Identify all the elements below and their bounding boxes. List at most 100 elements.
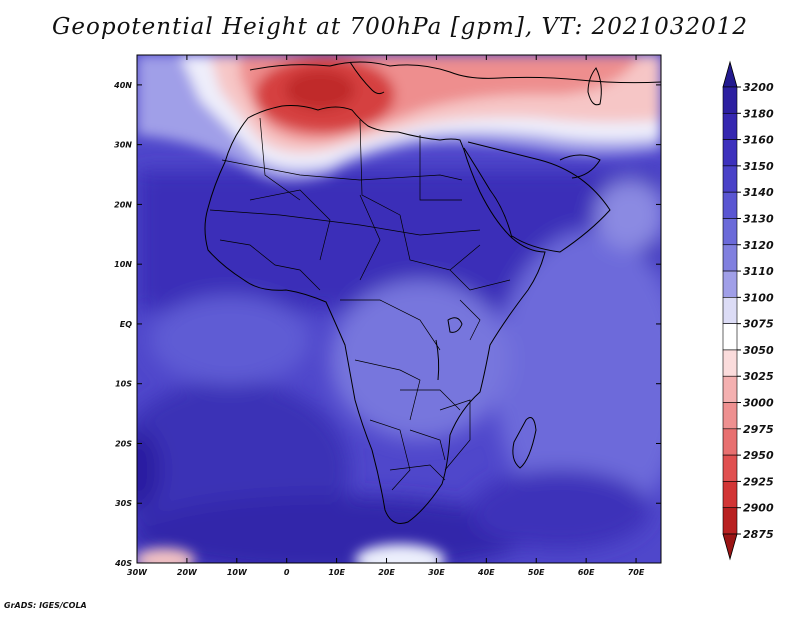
colorbar-cell (722, 507, 738, 535)
colorbar-label: 3000 (743, 397, 774, 410)
field-indian-ocean (495, 230, 661, 530)
colorbar-cell (722, 349, 738, 377)
colorbar-label: 3180 (743, 107, 774, 120)
border-libya (359, 119, 401, 216)
border-mozambique (439, 399, 471, 471)
colorbar-cell (722, 323, 738, 351)
colorbar-cell (722, 139, 738, 167)
map-title: Geopotential Height at 700hPa [gpm], VT:… (52, 14, 748, 40)
lat-tick-label: 10S (115, 380, 132, 389)
arabia-coast (467, 141, 611, 253)
plot-frame (136, 54, 662, 564)
europe-coast (249, 61, 661, 84)
colorbar-cell (722, 191, 738, 219)
colorbar-cell (722, 244, 738, 272)
border-sahara (221, 159, 463, 181)
field-low-center (285, 70, 355, 110)
lat-tick-label: 10N (114, 260, 132, 269)
colorbar-label: 2950 (743, 449, 774, 462)
colorbar-label: 3160 (743, 134, 774, 147)
lon-tick-label: 20W (177, 568, 198, 577)
border-namibia (369, 419, 411, 491)
lake-tanganyika (435, 339, 440, 381)
colorbar-cell (722, 270, 738, 298)
lon-tick-label: 30W (127, 568, 148, 577)
lat-tick-label: 30N (114, 141, 132, 150)
axis-ticks: 30W 20W 10W 0 10E 20E 30E 40E 50E 60E 70E 40S 30S 20S… (113, 55, 661, 577)
colorbar-label: 3150 (743, 160, 774, 173)
italy (349, 61, 385, 95)
colorbar-label: 3075 (743, 318, 774, 331)
border-west-africa (219, 239, 321, 291)
colorbar-label: 2925 (743, 475, 774, 488)
lake-victoria (447, 317, 463, 333)
colorbar-label: 3130 (743, 212, 774, 225)
colorbar-cell (722, 375, 738, 403)
colorbar-cell (722, 86, 738, 114)
colorbar-cell (722, 165, 738, 193)
border-southafrica (389, 464, 446, 481)
lon-tick-label: 10E (328, 568, 345, 577)
field-west-atlantic-trop (150, 295, 310, 385)
lat-tick-label: 40S (114, 559, 132, 568)
field-arabia-light (595, 180, 661, 250)
field-south-atlantic-high (470, 470, 650, 550)
border-sahel (209, 209, 481, 236)
colorbar-cell (722, 402, 738, 430)
lon-tick-label: 0 (284, 568, 290, 577)
lon-tick-label: 70E (628, 568, 645, 577)
border-botswana (409, 429, 446, 461)
lat-tick-label: EQ (120, 320, 132, 329)
height-field (137, 55, 661, 563)
border-zambia (400, 389, 461, 411)
colorbar-cell (722, 297, 738, 324)
colorbar-label: 3050 (743, 344, 774, 357)
border-ethiopia (449, 269, 511, 291)
credit-label: GrADS: IGES/COLA (4, 601, 87, 610)
colorbar-cell (722, 218, 738, 246)
lon-tick-label: 20E (378, 568, 395, 577)
colorbar-label: 2900 (743, 502, 774, 515)
colorbar-cell (722, 112, 738, 140)
colorbar-label: 3110 (743, 265, 774, 278)
persian-gulf (559, 154, 601, 179)
colorbar-label: 2875 (743, 528, 774, 541)
lon-tick-label: 40E (477, 568, 495, 577)
colorbar-label: 3140 (743, 186, 774, 199)
colorbar-cell (722, 428, 738, 456)
land-outline (204, 61, 661, 524)
colorbar-label: 2975 (743, 423, 774, 436)
border-mali (249, 189, 331, 261)
lon-tick-label: 60E (578, 568, 595, 577)
border-angola (354, 359, 421, 421)
colorbar-bottom-arrow (722, 533, 738, 561)
colorbar: 3200 3180 3160 3150 3140 3130 3120 3110 3100 3075… (722, 60, 774, 561)
africa-coastline (204, 105, 546, 524)
colorbar-label: 3100 (743, 291, 774, 304)
caspian (587, 67, 602, 106)
lon-tick-label: 10W (227, 568, 248, 577)
field-central-africa (330, 280, 510, 440)
border-kenya (459, 299, 481, 341)
colorbar-top-arrow (722, 60, 738, 88)
field-southern-high (137, 495, 530, 563)
colorbar-label: 3120 (743, 239, 774, 252)
lon-tick-label: 50E (528, 568, 545, 577)
red-sea-coast (463, 147, 513, 239)
border-sudan (399, 214, 481, 271)
colorbar-label: 3025 (743, 370, 774, 383)
lat-tick-label: 20S (115, 439, 132, 448)
lon-tick-label: 30E (428, 568, 445, 577)
colorbar-cell (722, 454, 738, 482)
lat-tick-label: 20N (114, 200, 132, 209)
border-chad (359, 194, 381, 281)
madagascar (512, 417, 537, 469)
colorbar-cell (722, 481, 738, 509)
border-north-west (259, 117, 301, 201)
field-south-ridge (355, 544, 445, 563)
lat-tick-label: 40N (113, 81, 132, 90)
field-sw-corner (137, 430, 160, 510)
field-low-sw (137, 548, 195, 563)
border-egypt (419, 135, 462, 201)
